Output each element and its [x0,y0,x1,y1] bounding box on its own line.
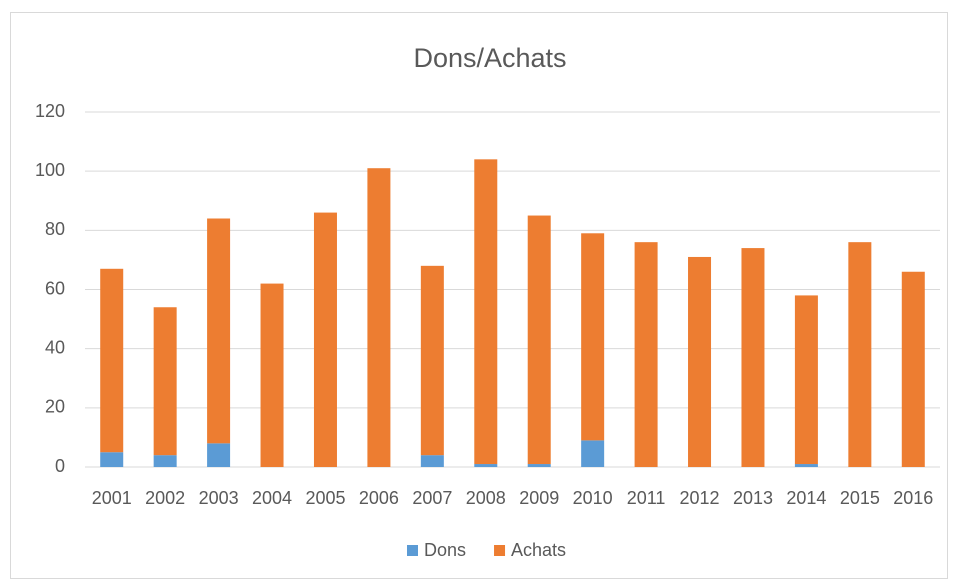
bar-segment [741,248,765,467]
x-tick-label: 2009 [519,488,559,508]
bar-segment [260,283,284,467]
bar-segment [794,464,818,467]
x-tick-label: 2002 [145,488,185,508]
chart-title: Dons/Achats [413,43,566,73]
x-tick-label: 2011 [627,488,666,508]
x-tick-label: 2016 [893,488,933,508]
x-tick-label: 2014 [786,488,826,508]
legend-swatch [407,545,418,556]
x-tick-label: 2008 [466,488,506,508]
y-tick-label: 0 [55,456,65,476]
bar-segment [527,215,551,465]
y-tick-label: 80 [45,219,65,239]
bar-segment [420,265,444,456]
x-tick-label: 2015 [840,488,880,508]
legend-label: Achats [511,540,566,560]
bar-segment [313,212,337,467]
x-tick-label: 2005 [305,488,345,508]
x-tick-label: 2006 [359,488,399,508]
y-tick-label: 100 [35,160,65,180]
bar-segment [474,464,498,467]
x-tick-label: 2003 [199,488,239,508]
bar-segment [207,443,231,467]
x-tick-label: 2010 [573,488,613,508]
bar-segment [848,242,872,467]
x-tick-label: 2013 [733,488,773,508]
y-tick-label: 20 [45,397,65,417]
legend-swatch [494,545,506,556]
bar-segment [100,268,124,453]
bar-segment [688,256,712,467]
bar-segment [901,271,925,467]
bar-segment [474,159,498,465]
bar-segment [527,464,551,467]
y-tick-label: 40 [45,337,65,357]
bar-segment [367,168,391,468]
bar-segment [100,452,124,467]
legend-label: Dons [424,540,466,560]
x-tick-label: 2007 [412,488,452,508]
bar-segment [581,440,605,467]
bar-segment [794,295,818,465]
x-tick-label: 2012 [680,488,720,508]
bar-segment [634,242,658,467]
x-tick-label: 2001 [92,488,132,508]
bar-segment [207,218,231,444]
bar-segment [420,455,444,467]
y-tick-label: 60 [45,278,65,298]
bar-segment [153,455,177,467]
bar-segment [581,233,605,441]
x-tick-label: 2004 [252,488,292,508]
bar-segment [153,307,177,456]
y-tick-label: 120 [35,101,65,121]
